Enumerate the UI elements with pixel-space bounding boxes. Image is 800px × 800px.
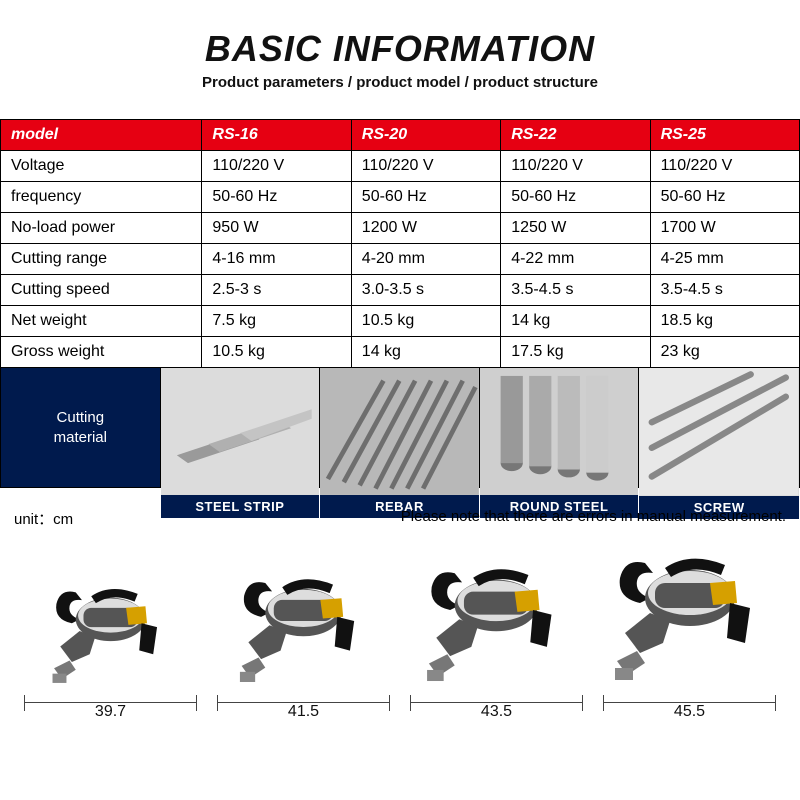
materials-row: Cuttingmaterial STEEL STRIP xyxy=(0,368,800,488)
measurement-note: Please note that there are errors in man… xyxy=(401,508,786,529)
table-cell: No-load power xyxy=(1,213,202,244)
tool-icon xyxy=(405,549,587,698)
spec-table: model RS-16 RS-20 RS-22 RS-25 Voltage110… xyxy=(0,119,800,368)
table-cell: 10.5 kg xyxy=(202,337,351,368)
table-row: Cutting range4-16 mm4-20 mm4-22 mm4-25 m… xyxy=(1,244,800,275)
table-row: Cutting speed2.5-3 s3.0-3.5 s3.5-4.5 s3.… xyxy=(1,275,800,306)
table-cell: 3.0-3.5 s xyxy=(351,275,500,306)
materials-label: Cuttingmaterial xyxy=(1,368,161,487)
screw-icon xyxy=(639,368,799,496)
table-cell: 14 kg xyxy=(351,337,500,368)
tool-length-value: 41.5 xyxy=(282,703,325,721)
material-screw: SCREW xyxy=(639,368,799,487)
table-cell: 3.5-4.5 s xyxy=(501,275,650,306)
table-cell: 3.5-4.5 s xyxy=(650,275,799,306)
material-rebar: REBAR xyxy=(320,368,480,487)
table-cell: Voltage xyxy=(1,151,202,182)
tool-length-value: 45.5 xyxy=(668,703,711,721)
col-rs16: RS-16 xyxy=(202,120,351,151)
dimension-indicator xyxy=(24,702,198,703)
dimensions-section: unit：cm Please note that there are error… xyxy=(0,488,800,721)
header-block: BASIC INFORMATION Product parameters / p… xyxy=(0,0,800,101)
table-cell: 18.5 kg xyxy=(650,306,799,337)
dimension-indicator xyxy=(410,702,584,703)
table-cell: frequency xyxy=(1,182,202,213)
table-cell: Net weight xyxy=(1,306,202,337)
table-cell: Gross weight xyxy=(1,337,202,368)
table-cell: 4-25 mm xyxy=(650,244,799,275)
table-cell: 50-60 Hz xyxy=(202,182,351,213)
page-title: BASIC INFORMATION xyxy=(0,28,800,70)
tool-item: 45.5 xyxy=(593,543,786,721)
table-cell: 1250 W xyxy=(501,213,650,244)
table-header-row: model RS-16 RS-20 RS-22 RS-25 xyxy=(1,120,800,151)
col-rs22: RS-22 xyxy=(501,120,650,151)
table-cell: 50-60 Hz xyxy=(351,182,500,213)
table-row: Net weight7.5 kg10.5 kg14 kg18.5 kg xyxy=(1,306,800,337)
material-round-steel: ROUND STEEL xyxy=(480,368,640,487)
table-cell: 23 kg xyxy=(650,337,799,368)
col-model: model xyxy=(1,120,202,151)
table-cell: 50-60 Hz xyxy=(501,182,650,213)
col-rs25: RS-25 xyxy=(650,120,799,151)
table-cell: 4-22 mm xyxy=(501,244,650,275)
tool-length-value: 43.5 xyxy=(475,703,518,721)
table-row: Gross weight10.5 kg14 kg17.5 kg23 kg xyxy=(1,337,800,368)
col-rs20: RS-20 xyxy=(351,120,500,151)
tool-icon xyxy=(595,543,785,698)
dimension-indicator xyxy=(217,702,391,703)
table-cell: 1700 W xyxy=(650,213,799,244)
table-row: No-load power950 W1200 W1250 W1700 W xyxy=(1,213,800,244)
material-steel-strip: STEEL STRIP xyxy=(161,368,321,487)
table-cell: 110/220 V xyxy=(351,151,500,182)
steel-strip-icon xyxy=(161,368,320,495)
table-cell: 950 W xyxy=(202,213,351,244)
table-cell: 7.5 kg xyxy=(202,306,351,337)
rebar-icon xyxy=(320,368,479,495)
tool-item: 43.5 xyxy=(400,549,593,721)
table-cell: Cutting speed xyxy=(1,275,202,306)
dimension-indicator xyxy=(603,702,777,703)
tool-length-value: 39.7 xyxy=(89,703,132,721)
tool-icon xyxy=(27,561,194,698)
table-cell: 110/220 V xyxy=(202,151,351,182)
table-row: Voltage110/220 V110/220 V110/220 V110/22… xyxy=(1,151,800,182)
table-cell: 4-16 mm xyxy=(202,244,351,275)
table-cell: 2.5-3 s xyxy=(202,275,351,306)
table-cell: 110/220 V xyxy=(501,151,650,182)
unit-label: unit：cm xyxy=(14,508,73,529)
table-row: frequency50-60 Hz50-60 Hz50-60 Hz50-60 H… xyxy=(1,182,800,213)
table-cell: 110/220 V xyxy=(650,151,799,182)
tool-item: 39.7 xyxy=(14,561,207,721)
tool-item: 41.5 xyxy=(207,555,400,721)
material-caption: STEEL STRIP xyxy=(161,495,320,518)
table-cell: 4-20 mm xyxy=(351,244,500,275)
page-subtitle: Product parameters / product model / pro… xyxy=(0,74,800,91)
round-steel-icon xyxy=(480,368,639,495)
tool-icon xyxy=(216,555,391,698)
materials-label-text: Cuttingmaterial xyxy=(54,408,107,447)
table-cell: 50-60 Hz xyxy=(650,182,799,213)
table-cell: Cutting range xyxy=(1,244,202,275)
table-cell: 14 kg xyxy=(501,306,650,337)
table-cell: 10.5 kg xyxy=(351,306,500,337)
table-cell: 17.5 kg xyxy=(501,337,650,368)
table-cell: 1200 W xyxy=(351,213,500,244)
